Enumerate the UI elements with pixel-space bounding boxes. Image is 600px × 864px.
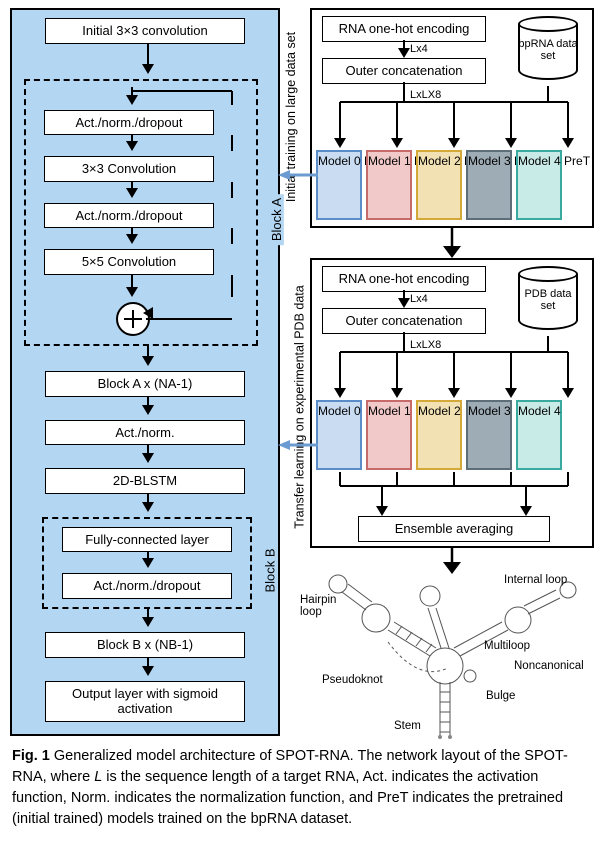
arrow-ba-1 [32, 135, 262, 151]
model-box-1: Model 1 [366, 400, 412, 470]
arrow-5 [18, 397, 288, 415]
caption: Fig. 1 Generalized model architecture of… [12, 746, 588, 830]
block-a-act1: Act./norm./dropout [44, 110, 214, 136]
models-mid-row: Model 0Model 1Model 2Model 3Model 4 [314, 400, 564, 470]
arrow-ba-top [32, 87, 262, 105]
side-label-top: Initial training on large data set [284, 32, 298, 202]
arrow-ba-4 [32, 275, 262, 297]
big-arrow-2 [310, 548, 600, 574]
output: Output layer with sigmoid activation [45, 681, 245, 722]
block-a-conv3: 3×3 Convolution [44, 156, 214, 182]
label-stem: Stem [394, 720, 421, 732]
label-bulge: Bulge [486, 690, 515, 702]
svg-text:LxLX8: LxLX8 [410, 89, 441, 101]
arrow-7 [18, 494, 288, 512]
model-box-1: Model 1 PreT [366, 150, 412, 220]
converge [312, 472, 596, 518]
model-box-4: Model 4 [516, 400, 562, 470]
block-b: Block B Fully-connected layer Act./norm.… [42, 517, 252, 609]
fanout-mid: LxLX8 [312, 332, 596, 400]
blstm: 2D-BLSTM [45, 468, 245, 494]
left-panel: Initial 3×3 convolution Block A Act./nor… [10, 8, 280, 736]
fig-num: Fig. 1 [12, 748, 50, 764]
model-box-0: Model 0 PreT [316, 150, 362, 220]
block-b-label: Block B [263, 544, 278, 596]
bprna-db: bpRNA data set [518, 16, 578, 86]
right-top-section: RNA one-hot encoding Lx4 Outer concatena… [310, 8, 594, 228]
svg-text:LxLX8: LxLX8 [410, 339, 441, 351]
block-b-act: Act./norm./dropout [62, 573, 232, 599]
side-label-mid: Transfer learning on experimental PDB da… [293, 285, 307, 528]
label-noncanonical: Noncanonical [514, 660, 584, 672]
arrow-bb-1 [52, 552, 252, 568]
big-arrow-1 [310, 228, 600, 258]
block-a-conv5: 5×5 Convolution [44, 249, 214, 275]
rna-structure: Hairpin loop Internal loop Multiloop Non… [298, 572, 598, 740]
actnorm: Act./norm. [45, 420, 245, 446]
arrow-8 [18, 609, 288, 627]
pdb-label: PDB data set [518, 288, 578, 312]
enc-mid: RNA one-hot encoding [322, 266, 486, 292]
right-mid-section: RNA one-hot encoding Lx4 Outer concatena… [310, 258, 594, 548]
outer-mid: Outer concatenation [322, 308, 486, 334]
figure-area: Initial 3×3 convolution Block A Act./nor… [0, 0, 600, 740]
model-box-2: Model 2 PreT [416, 150, 462, 220]
svg-text:Lx4: Lx4 [410, 43, 428, 55]
model-box-3: Model 3 PreT [466, 150, 512, 220]
bprna-label: bpRNA data set [518, 38, 578, 62]
outer-top: Outer concatenation [322, 58, 486, 84]
svg-text:Lx4: Lx4 [410, 293, 428, 305]
arrow-9 [18, 658, 288, 676]
model-box-2: Model 2 [416, 400, 462, 470]
arrow-ba-3 [32, 228, 262, 244]
label-internal: Internal loop [504, 574, 567, 586]
block-b-fc: Fully-connected layer [62, 527, 232, 553]
label-multiloop: Multiloop [484, 640, 530, 652]
arrow-enc-mid: Lx4 [322, 290, 522, 308]
models-top-row: Model 0 PreTModel 1 PreTModel 2 PreTMode… [314, 150, 564, 220]
label-hairpin: Hairpin loop [300, 594, 350, 618]
model-box-0: Model 0 [316, 400, 362, 470]
model-box-4: Model 4 PreT [516, 150, 562, 220]
arrow-initial [18, 44, 288, 74]
arrow-6 [18, 445, 288, 463]
arrow-ba-2 [32, 182, 262, 198]
block-ax: Block A x (NA-1) [45, 371, 245, 397]
block-a: Block A Act./norm./dropout 3×3 Convoluti… [24, 79, 258, 346]
fanout-top: LxLX8 [312, 82, 596, 150]
arrow-enc-top: Lx4 [322, 40, 522, 58]
arrow-after-ba [18, 346, 288, 366]
block-bx: Block B x (NB-1) [45, 632, 245, 658]
block-a-act2: Act./norm./dropout [44, 203, 214, 229]
ensemble: Ensemble averaging [358, 516, 550, 542]
model-box-3: Model 3 [466, 400, 512, 470]
label-pseudoknot: Pseudoknot [322, 674, 383, 686]
initial-conv-box: Initial 3×3 convolution [45, 18, 245, 44]
pdb-db: PDB data set [518, 266, 578, 336]
block-a-label: Block A [269, 194, 284, 245]
plus-icon [116, 302, 150, 336]
enc-top: RNA one-hot encoding [322, 16, 486, 42]
